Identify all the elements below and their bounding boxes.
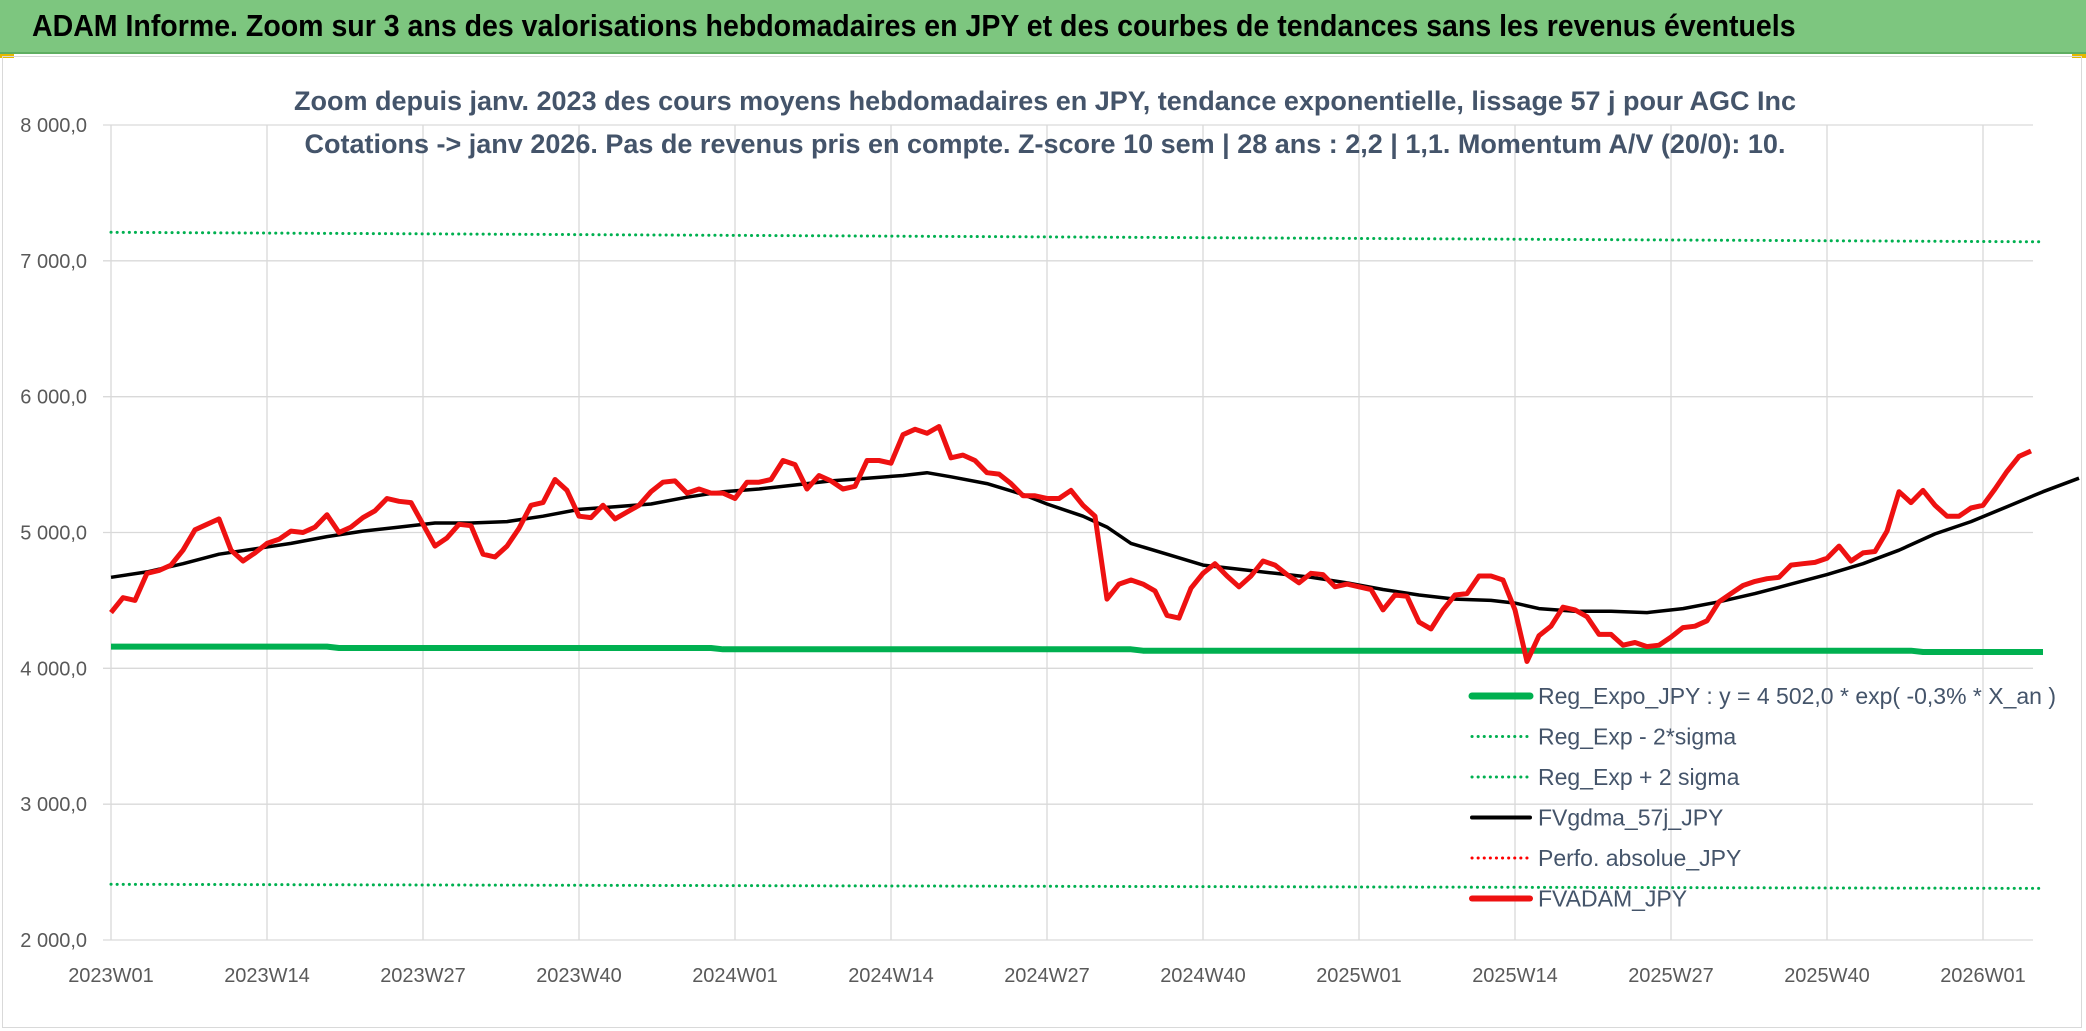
- y-tick-label: 4 000,0: [20, 658, 87, 680]
- y-tick-label: 7 000,0: [20, 251, 87, 273]
- chart-legend: Reg_Expo_JPY : y = 4 502,0 * exp( -0,3% …: [1468, 683, 2056, 912]
- x-tick-label: 2025W14: [1472, 965, 1558, 987]
- y-tick-label: 3 000,0: [20, 794, 87, 816]
- y-axis-ticks: 8 000,0 7 000,0 6 000,0 5 000,0 4 000,0 3 000…: [20, 115, 87, 952]
- report-title: ADAM Informe. Zoom sur 3 ans des valoris…: [32, 8, 1796, 43]
- x-tick-label: 2023W27: [380, 965, 466, 987]
- x-tick-label: 2025W01: [1316, 965, 1402, 987]
- report-banner: ADAM Informe. Zoom sur 3 ans des valoris…: [0, 0, 2086, 54]
- grid-lines: [103, 124, 2033, 941]
- chart-frame: [2, 56, 2082, 1028]
- series-line-5: [109, 424, 2033, 664]
- series-line-0: [111, 643, 2043, 655]
- x-tick-label: 2024W27: [1004, 965, 1090, 987]
- legend-label: FVADAM_JPY: [1538, 886, 1687, 912]
- x-tick-label: 2024W14: [848, 965, 934, 987]
- x-tick-label: 2023W14: [224, 965, 310, 987]
- chart-title-line-1: Zoom depuis janv. 2023 des cours moyens …: [294, 86, 1796, 116]
- x-axis-ticks: 2023W01 2023W14 2023W27 2023W40 2024W01 2024W…: [68, 965, 2026, 987]
- x-tick-label: 2025W40: [1784, 965, 1870, 987]
- series-line-2: [109, 230, 2045, 244]
- legend-label: Reg_Exp + 2 sigma: [1538, 764, 1740, 790]
- series-line-3: [110, 470, 2080, 615]
- x-tick-label: 2023W01: [68, 965, 154, 987]
- series-line-1: [109, 882, 2045, 890]
- y-tick-label: 6 000,0: [20, 387, 87, 409]
- series-lines: [109, 230, 2080, 890]
- x-tick-label: 2024W01: [692, 965, 778, 987]
- legend-label: Reg_Expo_JPY : y = 4 502,0 * exp( -0,3% …: [1538, 683, 2056, 709]
- y-tick-label: 8 000,0: [20, 115, 87, 137]
- chart-title-line-2: Cotations -> janv 2026. Pas de revenus p…: [305, 129, 1786, 159]
- legend-label: Reg_Exp - 2*sigma: [1538, 724, 1736, 750]
- x-tick-label: 2025W27: [1628, 965, 1714, 987]
- legend-label: FVgdma_57j_JPY: [1538, 805, 1723, 831]
- x-tick-label: 2023W40: [536, 965, 622, 987]
- x-tick-label: 2024W40: [1160, 965, 1246, 987]
- y-tick-label: 2 000,0: [20, 930, 87, 952]
- x-tick-label: 2026W01: [1940, 965, 2026, 987]
- y-tick-label: 5 000,0: [20, 523, 87, 545]
- legend-label: Perfo. absolue_JPY: [1538, 845, 1741, 871]
